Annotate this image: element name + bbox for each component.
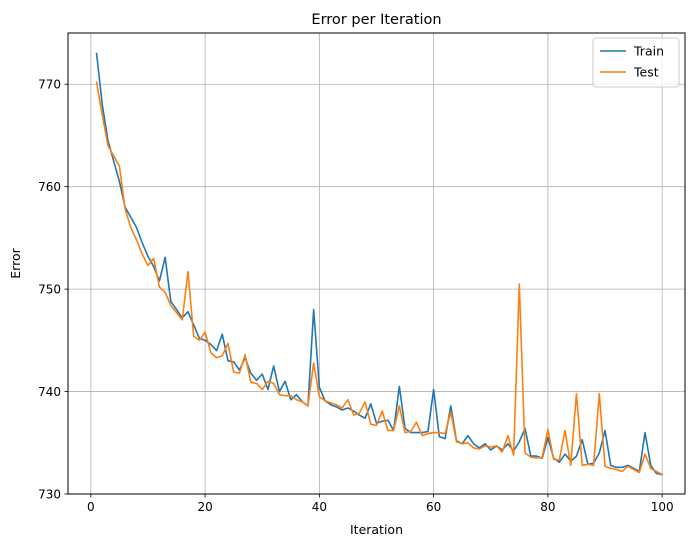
legend-label-test: Test	[633, 65, 659, 80]
y-tick-label: 750	[38, 282, 61, 296]
legend: Train Test	[592, 37, 680, 88]
x-tick-label: 0	[87, 500, 95, 514]
series-line-test	[95, 81, 664, 476]
x-tick-label: 80	[540, 500, 555, 514]
y-axis-label: Error	[8, 247, 23, 278]
ticks: 0 20 40 60 80 100 730 740 750 760 770	[38, 78, 674, 514]
x-tick-label: 40	[312, 500, 327, 514]
x-tick-label: 60	[426, 500, 441, 514]
plot-area-background	[68, 33, 685, 494]
y-tick-label: 730	[38, 487, 61, 501]
chart-title: Error per Iteration	[311, 12, 441, 28]
x-axis-label: Iteration	[350, 522, 403, 537]
series-layer	[95, 52, 664, 476]
y-tick-label: 770	[38, 78, 61, 92]
x-tick-label: 100	[651, 500, 674, 514]
legend-label-train: Train	[633, 44, 664, 59]
x-tick-label: 20	[197, 500, 212, 514]
plot-frame	[67, 32, 686, 495]
series-line-train	[95, 52, 664, 476]
y-tick-label: 760	[38, 180, 61, 194]
y-tick-label: 740	[38, 385, 61, 399]
